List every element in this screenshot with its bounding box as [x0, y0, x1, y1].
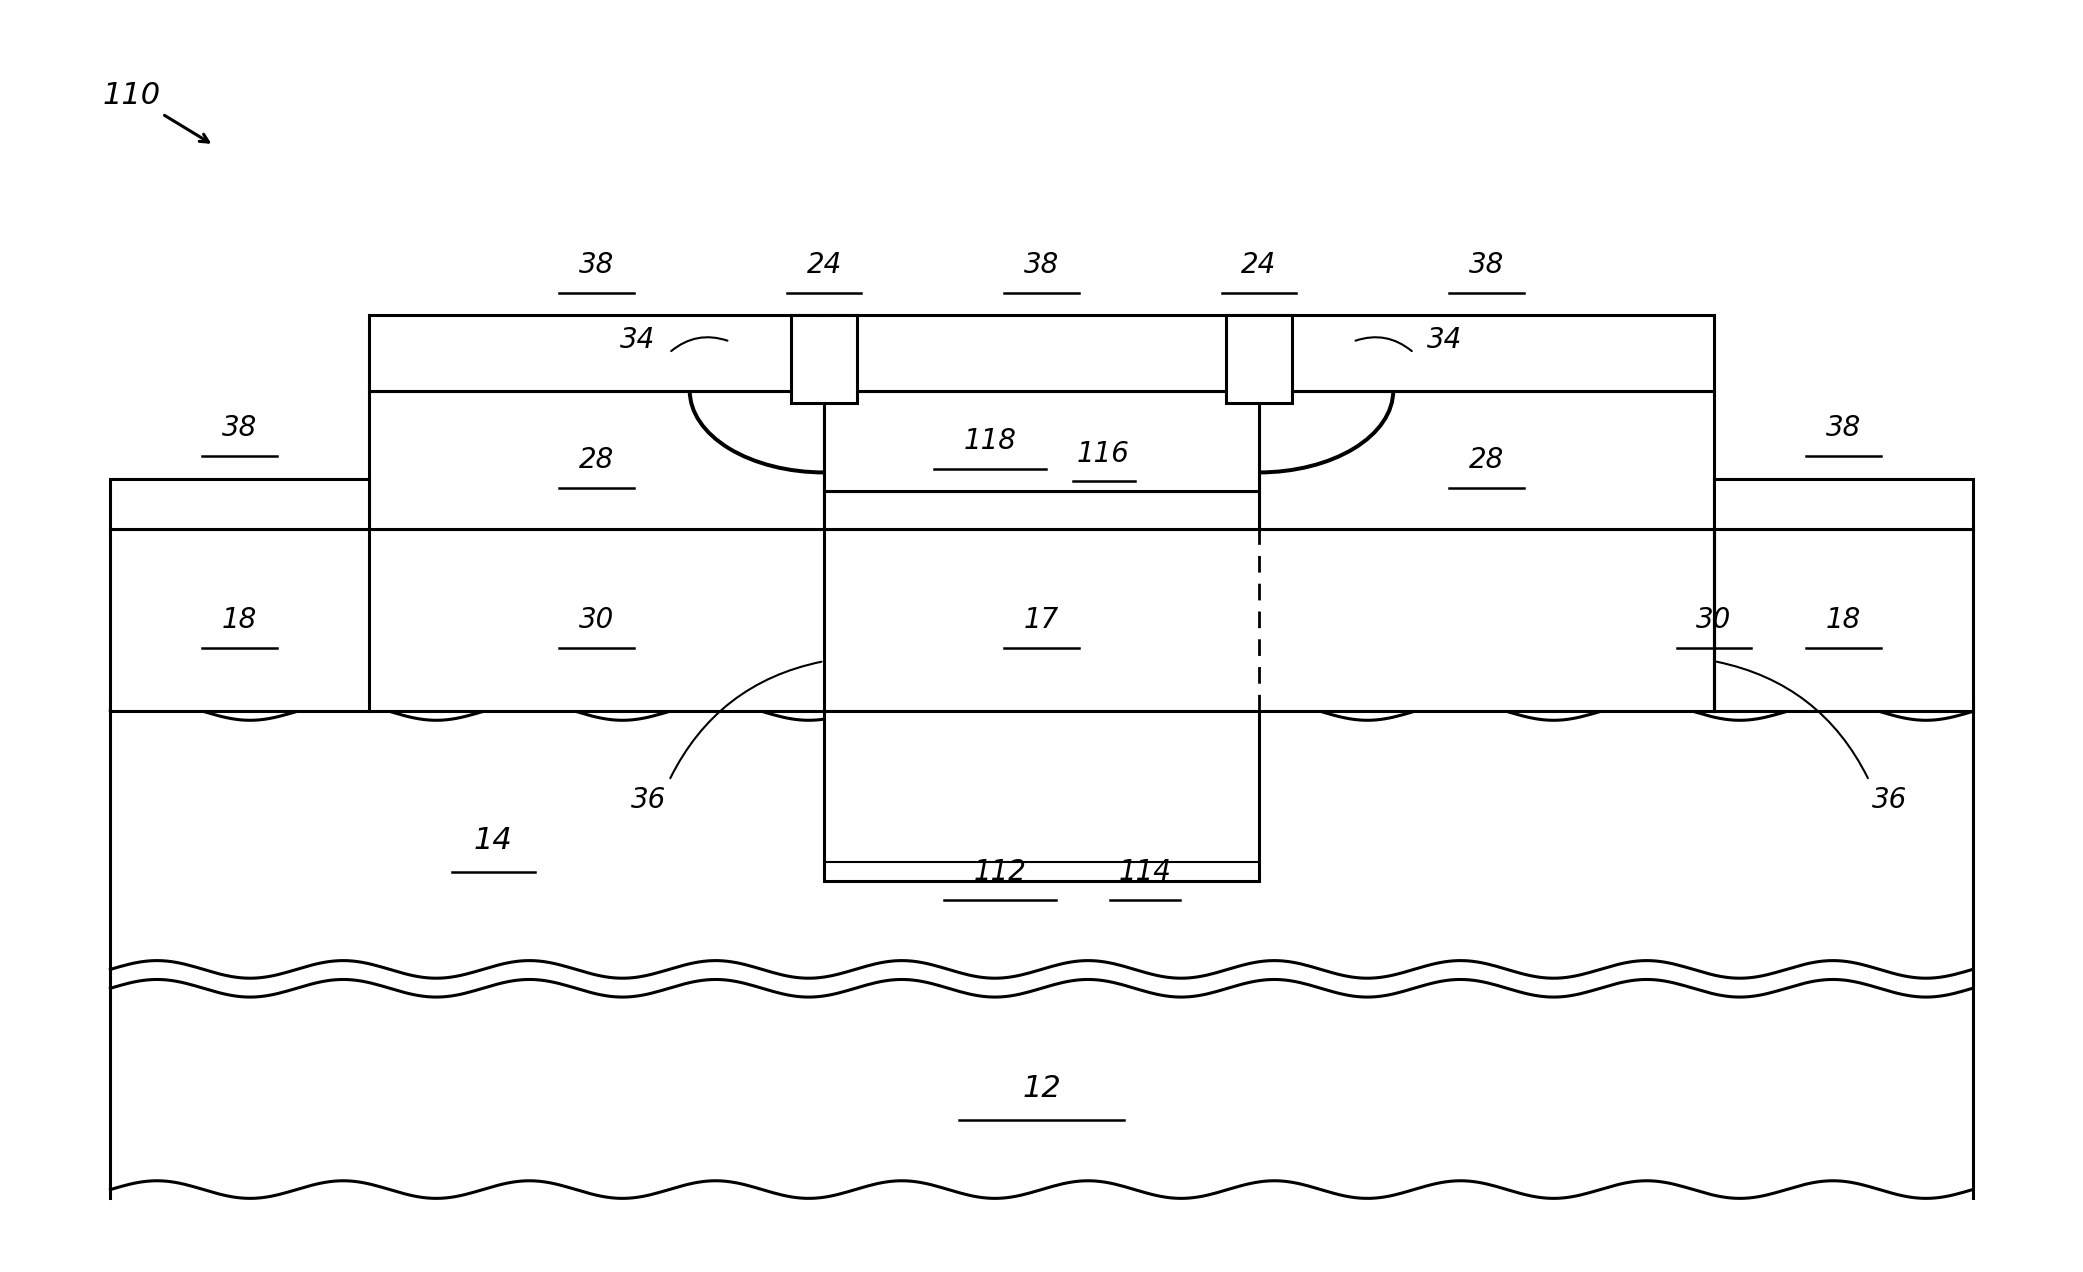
- Text: 114: 114: [1119, 857, 1171, 885]
- Text: 36: 36: [631, 786, 667, 814]
- Bar: [369, 391, 825, 529]
- Bar: [792, 315, 858, 403]
- Bar: [1258, 391, 1714, 529]
- Bar: [825, 711, 1258, 881]
- Text: 18: 18: [1825, 607, 1860, 635]
- Text: 118: 118: [962, 427, 1017, 455]
- Text: 38: 38: [223, 415, 258, 443]
- Text: 116: 116: [1077, 440, 1129, 468]
- Bar: [1714, 478, 1973, 529]
- Bar: [1225, 315, 1291, 403]
- Text: 24: 24: [806, 251, 842, 279]
- Bar: [110, 711, 1973, 969]
- Bar: [110, 529, 1973, 711]
- Text: 38: 38: [1469, 251, 1504, 279]
- Text: 28: 28: [1469, 446, 1504, 474]
- Bar: [1258, 315, 1714, 391]
- Bar: [825, 491, 1258, 529]
- Bar: [825, 315, 1258, 391]
- Bar: [825, 391, 1258, 491]
- Text: 38: 38: [579, 251, 614, 279]
- Bar: [369, 315, 825, 391]
- Bar: [110, 478, 369, 529]
- Text: 36: 36: [1873, 786, 1908, 814]
- Text: 30: 30: [1696, 607, 1731, 635]
- Bar: [110, 988, 1973, 1189]
- Text: 24: 24: [1241, 251, 1277, 279]
- Text: 17: 17: [1025, 607, 1058, 635]
- Text: 34: 34: [1427, 327, 1462, 355]
- Text: 30: 30: [579, 607, 614, 635]
- Text: 14: 14: [473, 826, 512, 855]
- Text: 12: 12: [1023, 1075, 1060, 1103]
- Text: 38: 38: [1825, 415, 1860, 443]
- Text: 110: 110: [102, 80, 160, 109]
- Text: 18: 18: [223, 607, 258, 635]
- Text: 112: 112: [973, 857, 1027, 885]
- Text: 28: 28: [579, 446, 614, 474]
- Text: 34: 34: [621, 327, 656, 355]
- Text: 38: 38: [1025, 251, 1058, 279]
